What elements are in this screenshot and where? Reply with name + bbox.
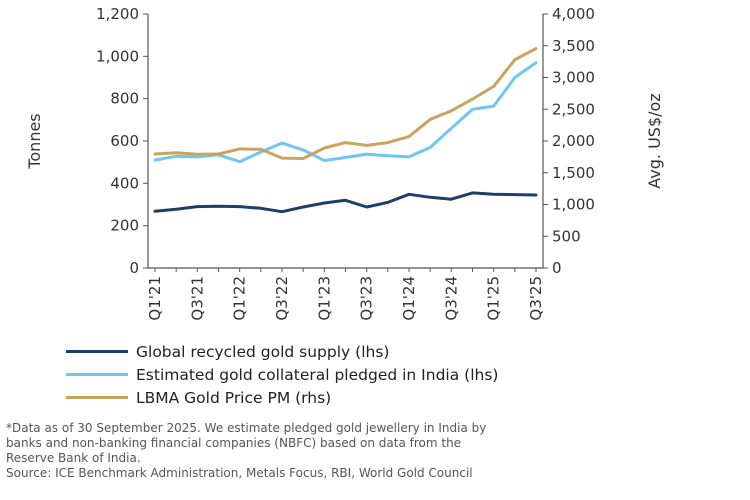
series-line-recycled-supply [153,191,538,214]
x-tick-label: Q1'25 [485,276,503,321]
footnote-line: *Data as of 30 September 2025. We estima… [6,421,487,435]
right-axis-title: Avg. US$/oz [645,93,664,188]
x-axis-ticks: Q1'21 Q3'21 Q1'22 Q3'22 Q1'23 Q3'23 Q1'24 Q3'24… [146,268,545,321]
left-tick-label: 1,200 [96,5,139,23]
right-tick-label: 3,000 [552,69,595,87]
legend-label: Estimated gold collateral pledged in Ind… [136,365,499,384]
legend-item-recycled-supply: Global recycled gold supply (lhs) [66,340,498,363]
x-tick-label: Q1'22 [231,276,249,321]
footnotes: *Data as of 30 September 2025. We estima… [6,421,696,481]
left-tick-label: 600 [110,132,139,150]
legend-item-collateral-india: Estimated gold collateral pledged in Ind… [66,363,498,386]
x-tick-label: Q3'24 [442,276,460,321]
left-tick-label: 400 [110,174,139,192]
x-tick-label: Q3'23 [358,276,376,321]
right-tick-label: 0 [552,259,562,277]
x-tick-label: Q1'24 [400,276,418,321]
left-tick-label: 0 [129,259,139,277]
footnote-line: Reserve Bank of India. [6,451,141,465]
x-tick-label: Q3'25 [527,276,545,321]
legend-swatch-recycled-supply [66,350,128,353]
left-axis-ticks: 0 200 400 600 800 1,000 1,200 [96,5,148,277]
chart: 0 200 400 600 800 1,000 1,200 0 500 1,000 1,500 2,… [25,5,664,321]
x-tick-label: Q3'22 [273,276,291,321]
legend-swatch-gold-price [66,396,128,399]
right-axis-ticks: 0 500 1,000 1,500 2,000 2,500 3,000 3,500 4,000 [543,5,595,277]
source-note: Source: ICE Benchmark Administration, Me… [6,466,473,480]
legend-item-gold-price: LBMA Gold Price PM (rhs) [66,386,498,409]
series-line-collateral-india [153,61,538,164]
left-axis-title: Tonnes [25,113,44,169]
right-tick-label: 1,000 [552,196,595,214]
legend: Global recycled gold supply (lhs) Estima… [66,340,498,409]
right-tick-label: 2,000 [552,132,595,150]
x-tick-label: Q1'23 [315,276,333,321]
legend-label: Global recycled gold supply (lhs) [136,342,390,361]
legend-label: LBMA Gold Price PM (rhs) [136,388,332,407]
series-lines [153,47,538,214]
x-tick-label: Q3'21 [188,276,206,321]
right-tick-label: 3,500 [552,37,595,55]
series-line-gold-price [153,47,538,160]
legend-swatch-collateral-india [66,373,128,376]
x-tick-label: Q1'21 [146,276,164,321]
left-tick-label: 200 [110,217,139,235]
right-tick-label: 500 [552,227,581,245]
footnote-line: banks and non-banking financial companie… [6,436,462,450]
left-tick-label: 1,000 [96,47,139,65]
right-tick-label: 1,500 [552,164,595,182]
right-tick-label: 2,500 [552,100,595,118]
left-tick-label: 800 [110,90,139,108]
right-tick-label: 4,000 [552,5,595,23]
